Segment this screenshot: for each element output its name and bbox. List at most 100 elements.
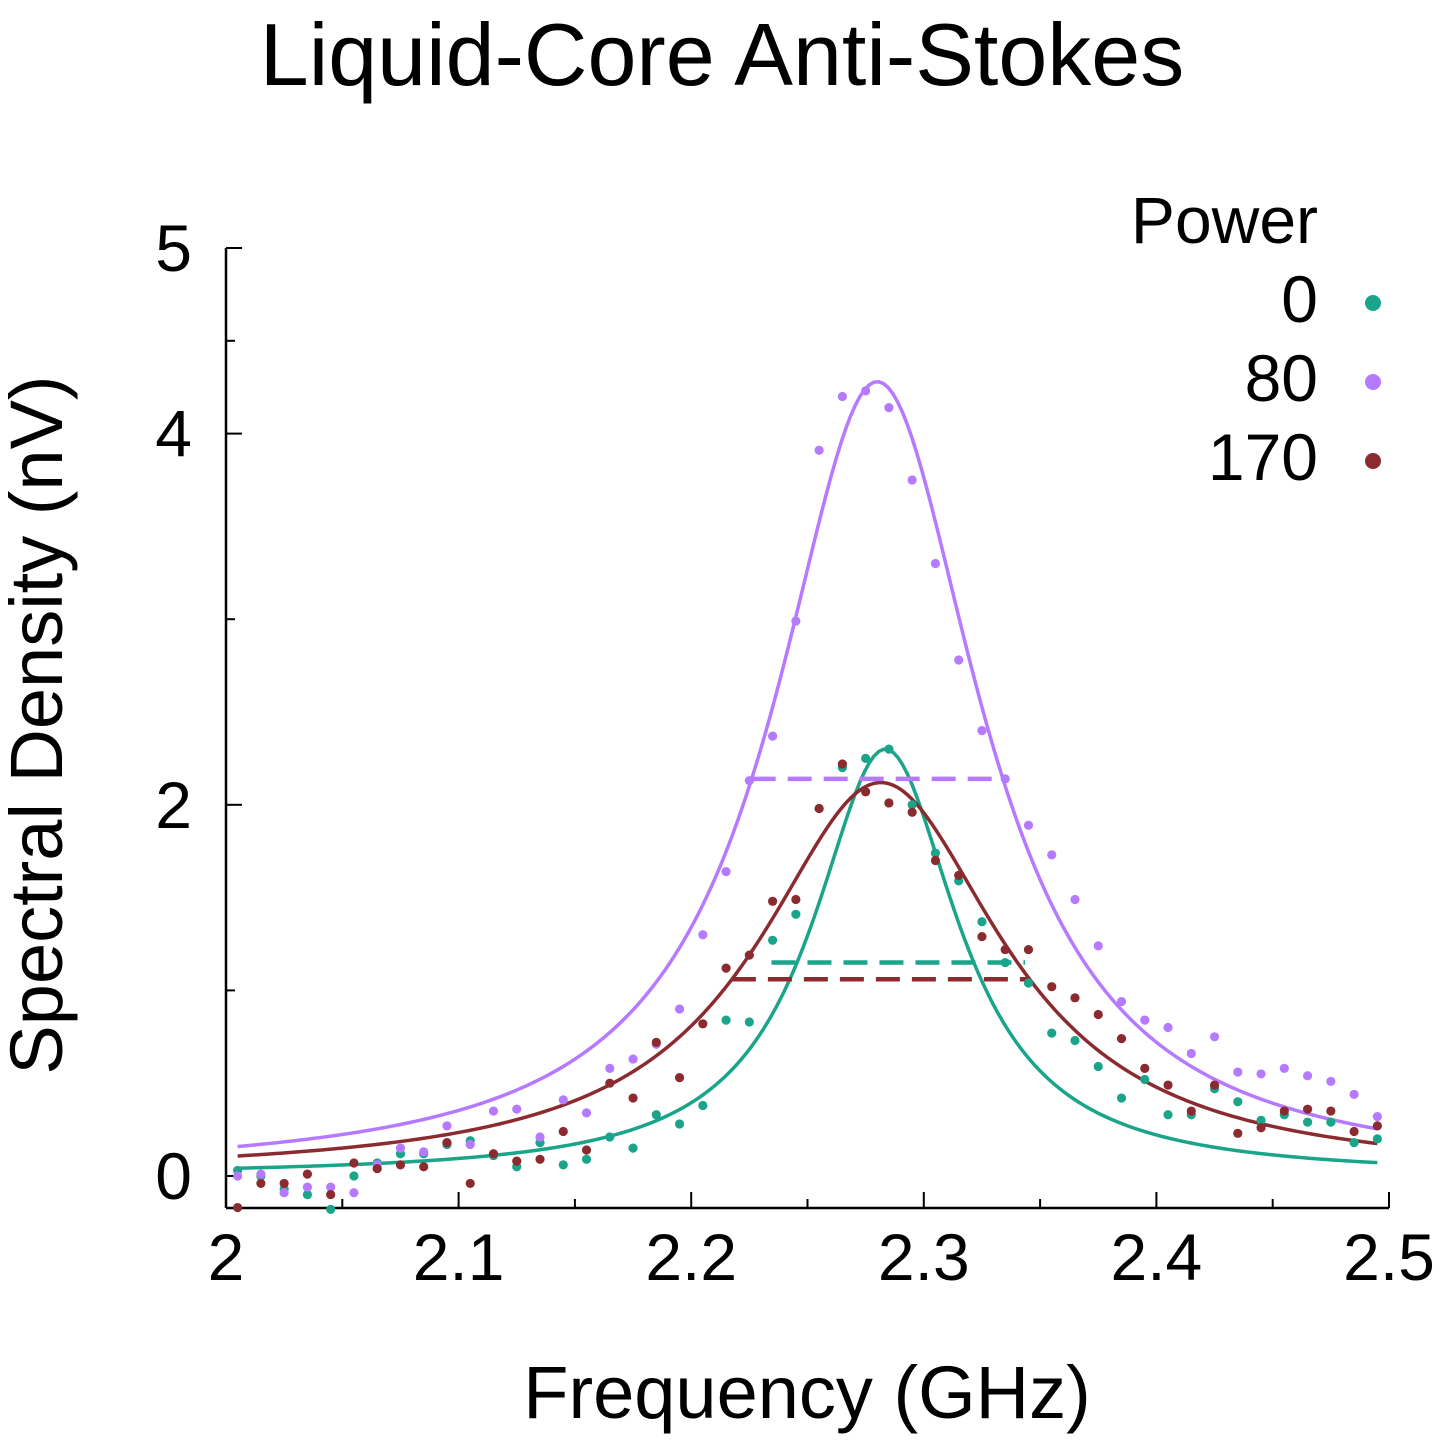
data-point-80	[419, 1147, 429, 1157]
data-point-80	[1279, 1063, 1289, 1073]
data-point-80	[512, 1104, 522, 1114]
half-max-lines	[731, 776, 1030, 982]
data-point-170	[884, 798, 894, 808]
x-tick-label: 2	[208, 1220, 245, 1294]
data-point-170	[535, 1154, 545, 1164]
data-point-0	[674, 1119, 685, 1129]
data-point-0	[1116, 1093, 1127, 1103]
data-point-0	[628, 1143, 638, 1153]
data-point-80	[837, 391, 847, 402]
data-point-80	[907, 475, 917, 485]
data-point-170	[698, 1019, 708, 1029]
data-point-170	[814, 803, 824, 814]
data-point-170	[419, 1162, 429, 1172]
data-points	[233, 386, 1382, 1215]
data-point-170	[1256, 1123, 1266, 1133]
x-tick-label: 2.2	[645, 1220, 737, 1294]
fit-curve-80	[237, 379, 1378, 1149]
data-point-80	[442, 1121, 452, 1131]
data-point-80	[395, 1143, 406, 1153]
data-point-80	[674, 1004, 685, 1014]
axes	[224, 248, 1389, 1210]
data-point-170	[256, 1178, 266, 1189]
data-point-80	[698, 930, 708, 940]
data-point-170	[768, 896, 778, 906]
data-point-0	[1047, 1028, 1057, 1038]
data-point-0	[1093, 1061, 1103, 1072]
data-point-170	[651, 1037, 661, 1047]
data-point-0	[581, 1154, 592, 1164]
legend-marker-170	[1365, 453, 1381, 469]
data-point-80	[1302, 1071, 1313, 1081]
data-point-170	[1233, 1128, 1243, 1138]
data-point-0	[1000, 957, 1010, 968]
data-point-170	[1302, 1104, 1313, 1114]
legend-label-0: 0	[1281, 262, 1318, 336]
data-point-0	[1140, 1074, 1150, 1085]
data-point-0	[326, 1204, 336, 1215]
data-point-0	[605, 1132, 615, 1142]
data-point-170	[349, 1158, 359, 1168]
data-point-80	[1186, 1048, 1196, 1059]
x-tick-label: 2.4	[1111, 1220, 1203, 1294]
data-point-170	[907, 807, 917, 817]
data-point-170	[954, 870, 964, 880]
y-tick-label: 0	[155, 1139, 192, 1213]
data-point-80	[1163, 1022, 1173, 1033]
data-point-170	[1326, 1106, 1336, 1116]
data-point-0	[1302, 1117, 1313, 1127]
data-point-0	[1163, 1110, 1173, 1120]
data-point-170	[1186, 1106, 1196, 1116]
fit-curve-0	[237, 747, 1378, 1170]
data-point-80	[954, 655, 964, 665]
data-point-170	[1209, 1080, 1220, 1090]
fit-curves	[237, 379, 1378, 1170]
data-point-0	[907, 800, 917, 810]
ticks	[225, 247, 1390, 1208]
data-point-0	[721, 1015, 731, 1025]
data-point-170	[302, 1169, 313, 1179]
data-point-80	[558, 1095, 568, 1105]
data-point-170	[1070, 993, 1080, 1003]
data-point-170	[628, 1093, 638, 1103]
y-tick-label: 4	[155, 397, 192, 471]
data-point-80	[814, 445, 824, 455]
data-point-0	[349, 1171, 359, 1181]
chart-title: Liquid-Core Anti-Stokes	[260, 5, 1184, 104]
data-point-170	[1279, 1106, 1289, 1116]
data-point-170	[233, 1202, 243, 1213]
data-point-80	[349, 1188, 359, 1198]
data-point-0	[884, 744, 894, 754]
data-point-0	[1256, 1115, 1266, 1125]
x-axis-label: Frequency (GHz)	[523, 1351, 1090, 1434]
data-point-80	[1070, 894, 1080, 905]
y-tick-label: 2	[155, 768, 192, 842]
data-point-80	[977, 725, 987, 736]
y-axis-label: Spectral Density (nV)	[0, 375, 78, 1074]
data-point-80	[605, 1063, 615, 1073]
data-point-170	[465, 1178, 475, 1189]
data-point-80	[1256, 1069, 1266, 1079]
data-point-80	[1233, 1067, 1243, 1077]
data-point-170	[744, 950, 754, 960]
data-point-80	[302, 1182, 313, 1192]
data-point-80	[465, 1139, 475, 1150]
data-point-170	[674, 1073, 685, 1083]
data-point-80	[1372, 1112, 1382, 1122]
legend-label-170: 170	[1208, 420, 1318, 494]
data-point-170	[488, 1149, 499, 1159]
data-point-170	[372, 1163, 382, 1174]
data-point-0	[1349, 1137, 1359, 1148]
data-point-0	[651, 1110, 661, 1120]
data-point-0	[1326, 1117, 1336, 1127]
data-point-80	[721, 867, 731, 877]
data-point-80	[1047, 850, 1057, 860]
data-point-80	[791, 616, 801, 626]
x-tick-label: 2.5	[1343, 1220, 1435, 1294]
data-point-170	[1140, 1063, 1150, 1073]
data-point-170	[605, 1078, 615, 1088]
data-point-170	[1000, 944, 1010, 955]
data-point-80	[488, 1106, 499, 1116]
